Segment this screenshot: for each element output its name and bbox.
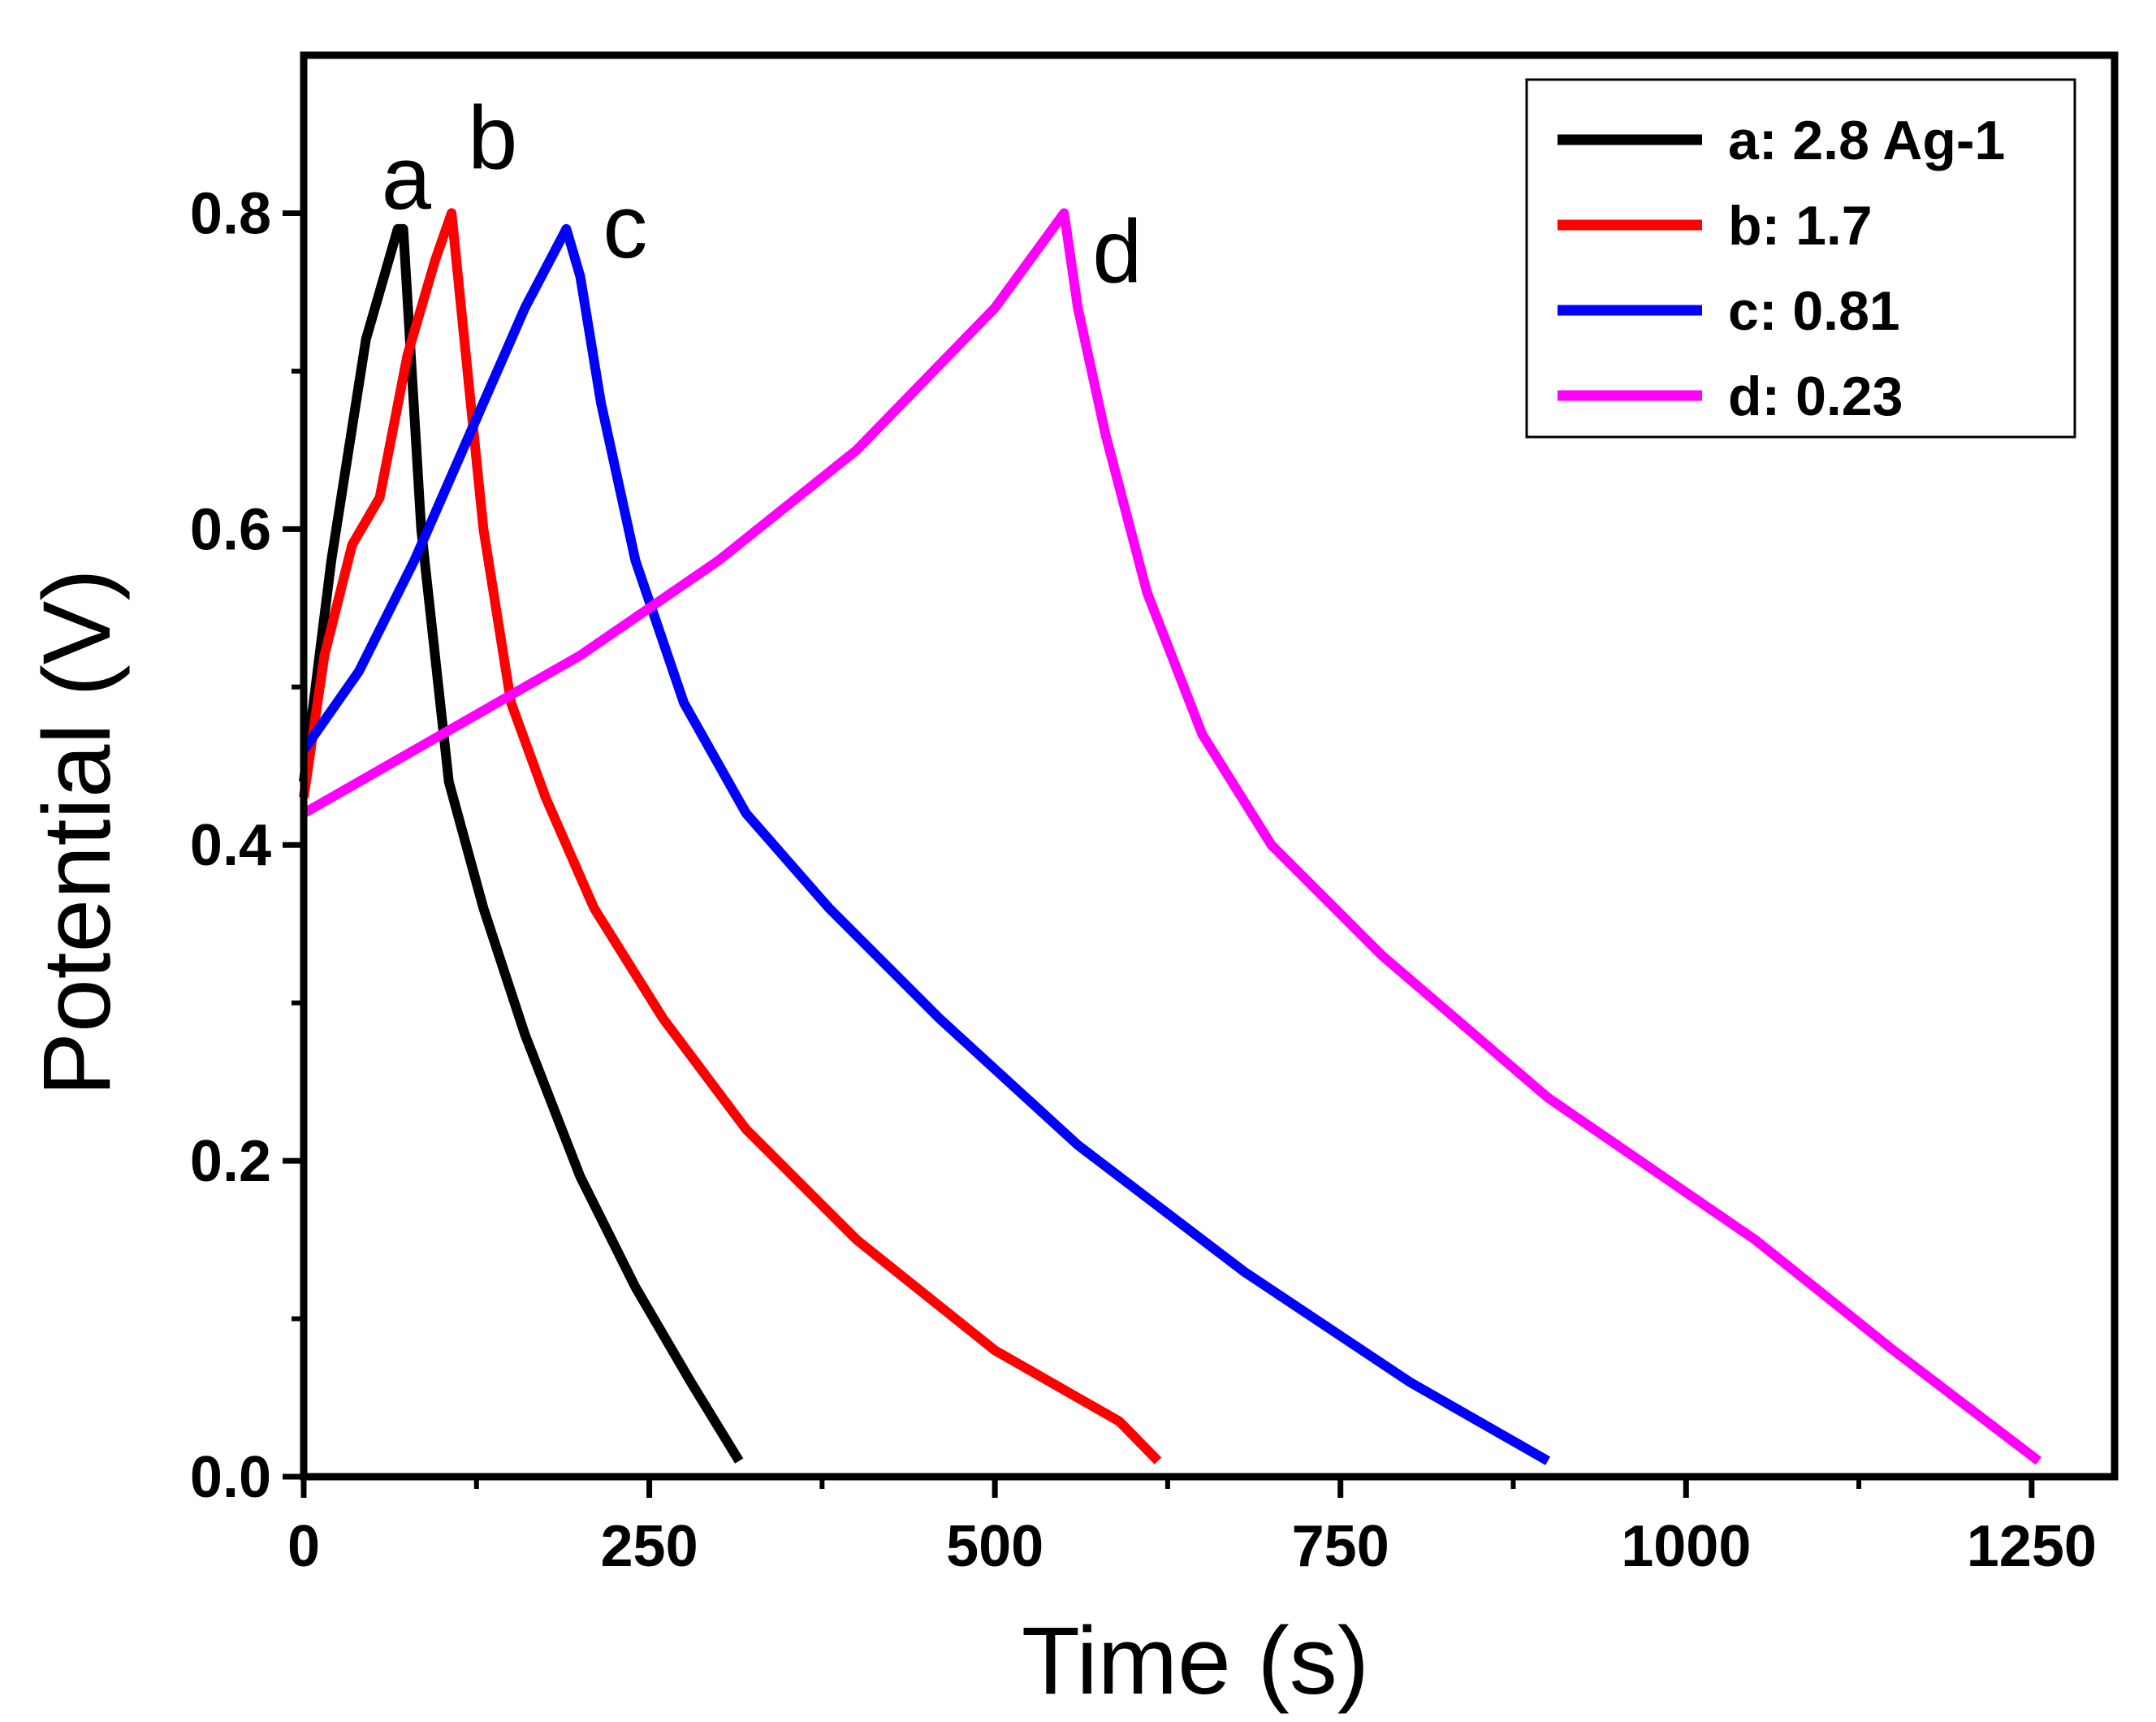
y-tick-label: 0.6 [190,497,271,562]
axis-ticks: 0 250 500 750 1000 1250 0.0 0.2 0.4 0.6 0.8 [190,181,2097,1579]
x-axis-title: Time (s) [1022,1607,1369,1715]
curve-label-a: a [382,128,432,228]
series-a-line [299,223,744,1464]
x-tick-label: 1250 [1967,1514,2097,1579]
curve-label-b: b [468,88,517,188]
y-tick-label: 0.4 [190,813,271,878]
plot-frame [300,51,2119,1481]
legend-label-b: b: 1.7 [1728,195,1873,257]
legend: a: 2.8 Ag-1 b: 1.7 c: 0.81 d: 0.23 [1525,78,2076,439]
legend-label-d: d: 0.23 [1728,366,1903,427]
legend-label-a: a: 2.8 Ag-1 [1728,110,2005,171]
plot-curves [299,208,2042,1465]
series-b-line [299,208,1162,1465]
y-tick-label: 0.2 [190,1129,271,1194]
x-tick-label: 0 [287,1514,320,1579]
y-tick-label: 0.0 [190,1445,271,1510]
series-d-line [301,208,2042,1465]
x-tick-label: 250 [601,1514,698,1579]
x-tick-label: 1000 [1621,1514,1751,1579]
y-axis-title: Potential (V) [24,569,131,1096]
legend-box [1525,78,2076,439]
series-c-line [300,223,1551,1465]
y-tick-label: 0.8 [190,181,271,246]
x-tick-label: 750 [1292,1514,1389,1579]
curve-label-c: c [603,177,647,277]
legend-label-c: c: 0.81 [1728,280,1900,342]
x-tick-label: 500 [946,1514,1043,1579]
curve-label-d: d [1092,201,1142,301]
curve-labels: a bc d [382,88,1143,301]
